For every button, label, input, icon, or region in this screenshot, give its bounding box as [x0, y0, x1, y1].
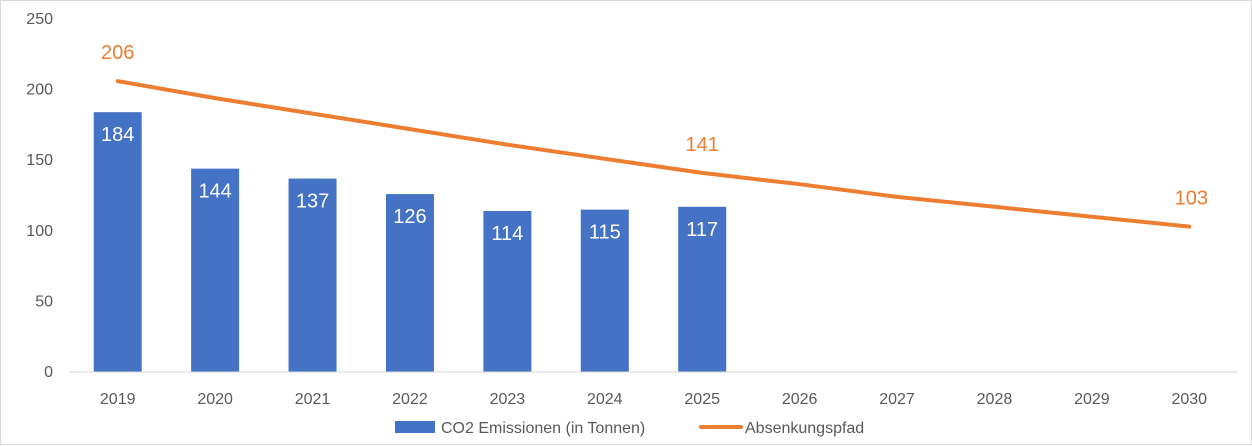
x-tick-label: 2028 — [977, 391, 1013, 408]
y-axis-ticks: 0 50 100 150 200 250 — [26, 11, 53, 381]
x-axis-ticks: 2019 2020 2021 2022 2023 2024 2025 2026 2027 2028… — [100, 391, 1207, 408]
x-tick-label: 2025 — [684, 391, 720, 408]
y-tick-label: 250 — [26, 11, 53, 28]
legend-line-label: Absenkungspfad — [745, 420, 864, 437]
bar-data-label: 117 — [686, 219, 718, 241]
bar-series — [93, 112, 727, 372]
bar-data-label: 144 — [198, 181, 231, 203]
absenkungspfad-line — [115, 79, 1192, 229]
x-tick-label: 2021 — [295, 391, 331, 408]
legend-bar-swatch — [395, 421, 435, 433]
legend-bar-label: CO2 Emissionen (in Tonnen) — [441, 420, 645, 437]
y-tick-label: 200 — [26, 82, 53, 99]
x-tick-label: 2024 — [587, 391, 623, 408]
x-tick-label: 2020 — [197, 391, 233, 408]
y-tick-label: 100 — [26, 223, 53, 240]
x-tick-label: 2019 — [100, 391, 136, 408]
line-data-labels: 206 141 103 — [101, 42, 1208, 209]
y-tick-label: 50 — [35, 293, 53, 310]
bar — [483, 211, 532, 372]
x-tick-label: 2022 — [392, 391, 428, 408]
bar — [678, 206, 727, 372]
bar-data-label: 137 — [296, 191, 329, 213]
bar-data-labels: 184 144 137 126 114 115 117 — [101, 124, 718, 245]
legend: CO2 Emissionen (in Tonnen) Absenkungspfa… — [395, 420, 864, 437]
bar-data-label: 184 — [101, 124, 134, 146]
line-data-label: 103 — [1175, 188, 1208, 210]
bar — [288, 178, 337, 372]
bar — [580, 209, 629, 372]
bar — [93, 112, 142, 372]
line-data-label: 206 — [101, 42, 134, 64]
y-tick-label: 0 — [44, 364, 53, 381]
bar — [385, 194, 434, 372]
x-tick-label: 2027 — [879, 391, 915, 408]
x-tick-label: 2030 — [1171, 391, 1207, 408]
bar — [191, 168, 240, 372]
x-tick-label: 2023 — [490, 391, 526, 408]
bar-data-label: 114 — [491, 223, 523, 245]
bar-data-label: 115 — [589, 222, 621, 244]
line-data-label: 141 — [686, 134, 719, 156]
x-tick-label: 2029 — [1074, 391, 1110, 408]
bar-data-label: 126 — [393, 206, 426, 228]
x-tick-label: 2026 — [782, 391, 818, 408]
y-tick-label: 150 — [26, 152, 53, 169]
